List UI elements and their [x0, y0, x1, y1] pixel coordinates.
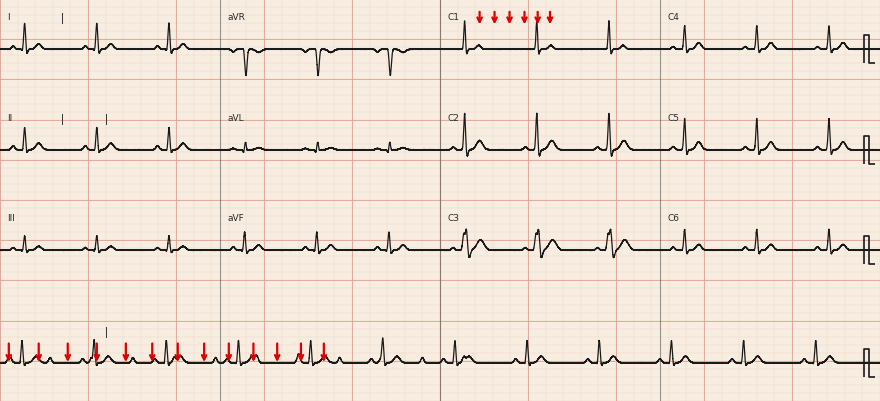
- Text: aVR: aVR: [227, 13, 245, 22]
- Text: II: II: [7, 113, 12, 122]
- Text: C4: C4: [667, 13, 678, 22]
- Text: C2: C2: [447, 113, 458, 122]
- Text: aVL: aVL: [227, 113, 244, 122]
- Text: C1: C1: [447, 13, 459, 22]
- Text: C5: C5: [667, 113, 679, 122]
- Text: III: III: [7, 214, 15, 223]
- Text: C6: C6: [667, 214, 679, 223]
- Text: aVF: aVF: [227, 214, 244, 223]
- Text: I: I: [7, 13, 10, 22]
- Text: C3: C3: [447, 214, 459, 223]
